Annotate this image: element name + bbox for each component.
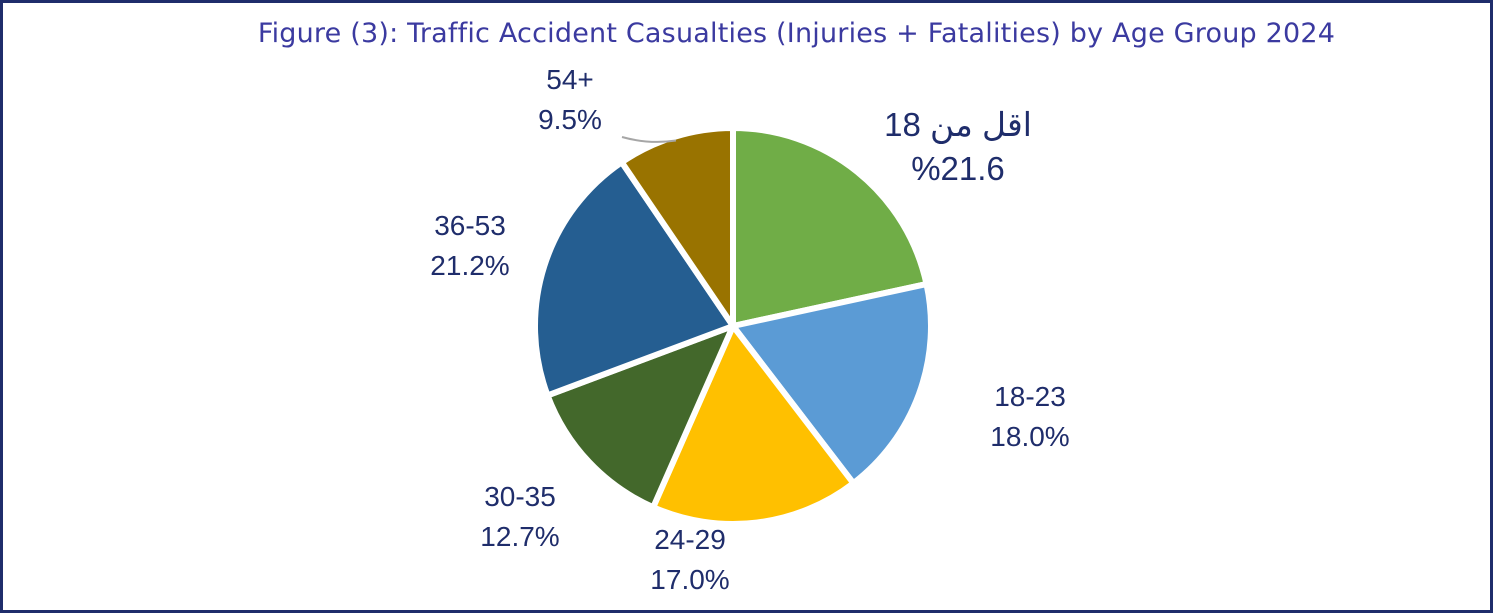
pie-slice-2 xyxy=(650,323,857,527)
slice-label-value: 12.7% xyxy=(480,521,560,552)
slice-label-name: 36-53 xyxy=(434,210,506,241)
slice-label-value: 9.5% xyxy=(538,104,602,135)
slice-label-54-plus: 54+ 9.5% xyxy=(510,60,630,140)
slice-label-name: 30-35 xyxy=(484,481,556,512)
slice-label-under-18: اقل من 18 %21.6 xyxy=(868,103,1048,191)
leader-line-54-plus xyxy=(621,136,677,143)
slice-label-value: 18.0% xyxy=(990,421,1070,452)
pie-slice-0 xyxy=(730,125,930,329)
slice-label-name: 54+ xyxy=(546,64,594,95)
slice-label-18-23: 18-23 18.0% xyxy=(970,377,1090,457)
slice-label-30-35: 30-35 12.7% xyxy=(460,477,580,557)
pie-slice-1 xyxy=(730,281,934,487)
slice-label-value: 17.0% xyxy=(650,564,730,595)
pie-slice-4 xyxy=(532,159,736,399)
slice-label-value: 21.2% xyxy=(430,250,510,281)
slice-label-36-53: 36-53 21.2% xyxy=(410,206,530,286)
slice-label-name: 18-23 xyxy=(994,381,1066,412)
slice-label-value: %21.6 xyxy=(911,150,1005,187)
slice-label-name: اقل من 18 xyxy=(884,106,1032,143)
slice-label-24-29: 24-29 17.0% xyxy=(630,520,750,600)
slice-label-name: 24-29 xyxy=(654,524,726,555)
pie-slice-5 xyxy=(618,125,736,329)
pie-slice-3 xyxy=(544,323,736,511)
chart-title: Figure (3): Traffic Accident Casualties … xyxy=(257,18,1336,49)
